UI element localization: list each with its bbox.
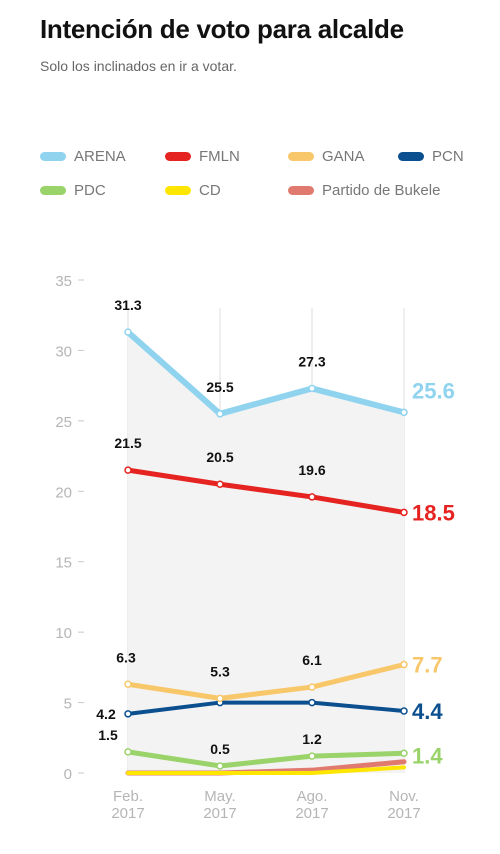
data-label-gana: 6.1	[302, 652, 322, 668]
data-point-arena	[216, 410, 224, 418]
data-point-pdc	[400, 749, 408, 758]
legend-item-fmln: FMLN	[165, 148, 240, 165]
x-tick-label: 2017	[295, 805, 328, 822]
series-line-arena	[125, 329, 407, 417]
data-point-gana	[124, 680, 132, 689]
data-label-pcn: 4.2	[96, 706, 116, 722]
data-label-arena: 31.3	[114, 297, 141, 313]
legend-swatch	[165, 152, 191, 161]
x-tick-label: Feb.	[113, 788, 143, 805]
y-tick-label: 25	[55, 414, 72, 431]
data-label-pdc: 0.5	[210, 741, 230, 757]
data-point-pcn	[124, 710, 132, 718]
legend-label: CD	[199, 182, 221, 199]
legend-item-pcn: PCN	[398, 148, 464, 165]
series-line-cd	[126, 765, 406, 775]
data-point-pdc	[308, 752, 316, 760]
y-tick-label: 30	[55, 343, 72, 360]
data-point-gana	[216, 694, 224, 703]
y-tick-label: 0	[64, 766, 72, 783]
series-line-fmln	[125, 467, 407, 515]
legend-label: ARENA	[74, 148, 126, 165]
data-point-gana	[308, 683, 316, 691]
series-line-pcn	[126, 700, 406, 716]
y-tick-label: 10	[55, 625, 72, 642]
data-point-gana	[400, 660, 408, 669]
data-point-arena	[308, 384, 316, 393]
data-label-arena: 27.3	[298, 353, 325, 369]
data-point-fmln	[400, 508, 408, 517]
x-tick-label: Nov.	[389, 788, 419, 805]
data-point-arena	[400, 408, 408, 417]
legend-swatch	[288, 152, 314, 161]
x-tick-label: 2017	[111, 805, 144, 822]
y-tick-label: 20	[55, 484, 72, 501]
data-point-pdc	[216, 762, 224, 770]
legend-item-cd: CD	[165, 182, 221, 199]
x-tick-label: May.	[204, 788, 235, 805]
legend-item-pdc: PDC	[40, 182, 106, 199]
legend-swatch	[40, 186, 66, 195]
chart-title: Intención de voto para alcalde	[40, 14, 404, 44]
data-point-pdc	[124, 748, 132, 756]
chart-subtitle: Solo los inclinados en ir a votar.	[40, 58, 237, 74]
legend-label: FMLN	[199, 148, 240, 165]
legend-item-arena: ARENA	[40, 148, 126, 165]
data-label-pcn: 4.4	[412, 699, 443, 724]
x-tick-label: 2017	[387, 805, 420, 822]
legend-label: PCN	[432, 148, 464, 165]
legend-label: Partido de Bukele	[322, 182, 441, 199]
legend-swatch	[40, 152, 66, 161]
data-label-arena: 25.5	[206, 379, 233, 395]
arena-area	[128, 332, 404, 773]
legend-item-partido-de-bukele: Partido de Bukele	[288, 182, 440, 199]
legend-swatch	[398, 152, 424, 161]
y-tick-label: 35	[55, 273, 72, 290]
legend-label: GANA	[322, 148, 365, 165]
legend-item-gana: GANA	[288, 148, 365, 165]
x-tick-label: Ago.	[297, 788, 328, 805]
data-point-fmln	[124, 466, 132, 474]
legend-swatch	[288, 186, 314, 195]
data-point-pcn	[308, 698, 316, 707]
legend-swatch	[165, 186, 191, 195]
data-point-fmln	[216, 480, 224, 488]
legend-label: PDC	[74, 182, 106, 199]
data-point-pcn	[400, 707, 408, 715]
data-label-fmln: 20.5	[206, 449, 233, 465]
y-tick-label: 15	[55, 555, 72, 572]
series-line-pdc	[125, 749, 407, 769]
data-label-pdc: 1.5	[98, 727, 118, 743]
data-label-fmln: 21.5	[114, 435, 141, 451]
data-point-arena	[124, 328, 132, 336]
x-tick-label: 2017	[203, 805, 236, 822]
series-line-gana	[125, 662, 407, 701]
data-label-fmln: 18.5	[412, 500, 455, 525]
data-label-pdc: 1.4	[412, 743, 443, 768]
data-point-fmln	[308, 493, 316, 501]
data-label-gana: 5.3	[210, 663, 230, 679]
y-tick-label: 5	[64, 696, 72, 713]
data-label-fmln: 19.6	[298, 462, 325, 478]
data-label-gana: 7.7	[412, 653, 443, 678]
data-label-pdc: 1.2	[302, 731, 322, 747]
data-label-gana: 6.3	[116, 649, 136, 665]
data-label-arena: 25.6	[412, 378, 455, 403]
